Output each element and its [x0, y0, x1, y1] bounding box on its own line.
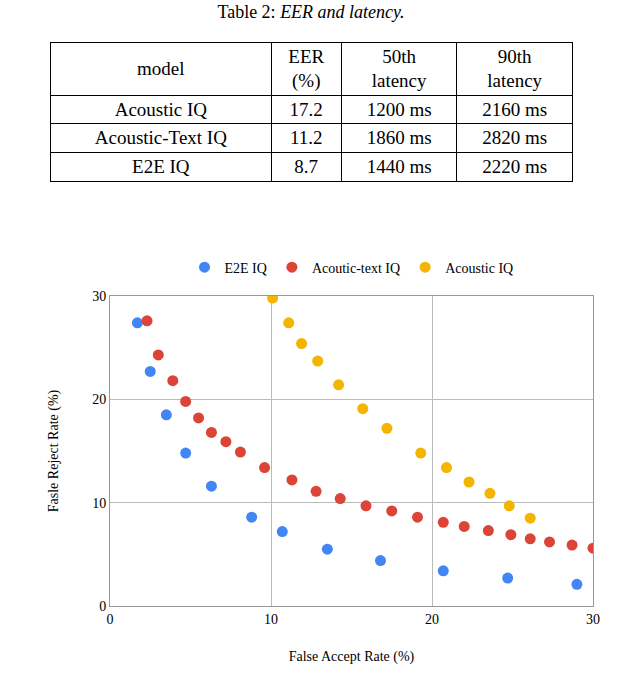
html-text:1440 ms: 1440 ms [366, 156, 432, 177]
svg-text:10: 10 [92, 496, 106, 511]
html-text:EER: EER [288, 46, 325, 67]
svg-text:20: 20 [92, 392, 106, 407]
svg-text:E2E IQ: E2E IQ [225, 261, 267, 276]
svg-text:20: 20 [425, 612, 439, 627]
html-text:17.2: 17.2 [289, 98, 323, 120]
html-text:1860 ms: 1860 ms [366, 127, 432, 149]
svg-text:Fasle Reject Rate (%): Fasle Reject Rate (%) [46, 389, 62, 512]
html-text:Table 2: EER and latency.: Table 2: EER and latency. [217, 2, 405, 22]
html-text:90th: 90th [497, 46, 532, 67]
svg-text:Acoutic-text IQ: Acoutic-text IQ [312, 261, 400, 276]
svg-text:10: 10 [264, 612, 278, 627]
html-text:latency: latency [371, 69, 427, 91]
svg-text:30: 30 [92, 289, 106, 304]
html-text:latency: latency [487, 69, 543, 91]
html-text:Acoustic-Text IQ: Acoustic-Text IQ [94, 127, 227, 149]
svg-text:0: 0 [107, 612, 114, 627]
html-text:model: model [137, 57, 185, 79]
html-text:E2E IQ: E2E IQ [132, 156, 190, 177]
html-text:1200 ms: 1200 ms [366, 98, 432, 120]
svg-text:False Accept Rate (%): False Accept Rate (%) [289, 649, 415, 665]
svg-text:30: 30 [586, 612, 600, 627]
html-text:Acoustic IQ: Acoustic IQ [114, 98, 207, 120]
html-text:50th: 50th [382, 46, 416, 67]
html-text:8.7: 8.7 [294, 156, 319, 177]
html-text:2220 ms: 2220 ms [482, 156, 548, 177]
html-text:2820 ms: 2820 ms [482, 127, 548, 149]
html-text:2160 ms: 2160 ms [482, 98, 548, 120]
svg-text:0: 0 [99, 599, 106, 614]
html-text:11.2: 11.2 [290, 127, 323, 149]
svg-text:Acoustic IQ: Acoustic IQ [445, 261, 513, 276]
